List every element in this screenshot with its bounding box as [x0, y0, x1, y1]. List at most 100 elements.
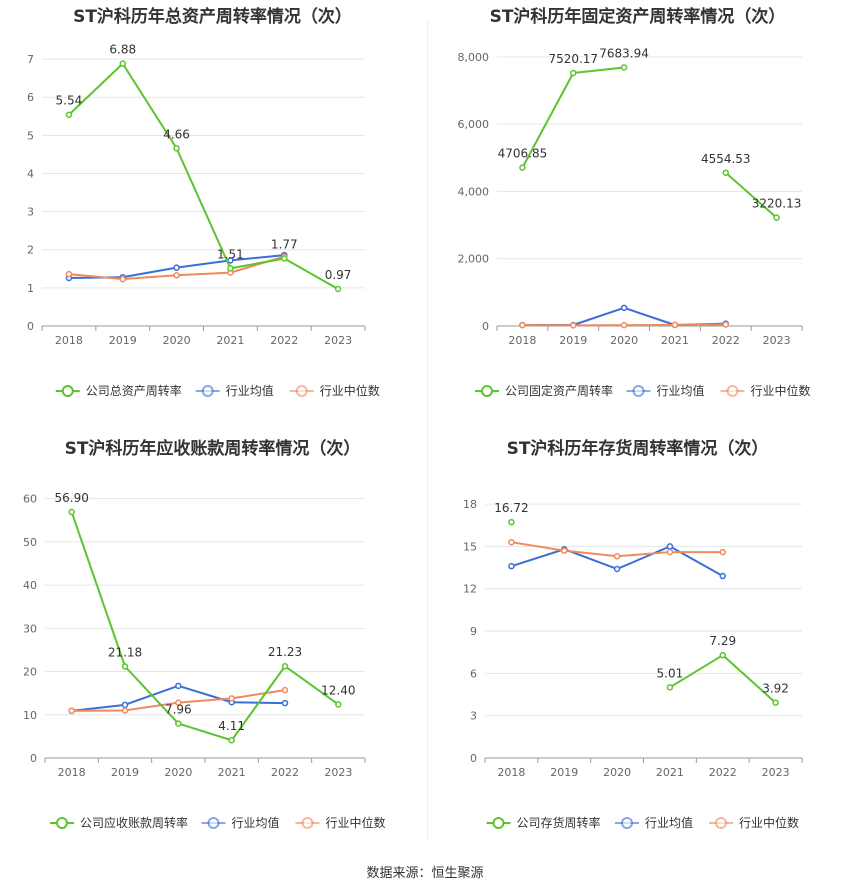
data-label: 21.18: [108, 645, 142, 659]
x-tick-label: 2021: [216, 334, 244, 347]
data-point: [570, 69, 577, 77]
data-point: [519, 321, 526, 329]
y-tick-label: 8,000: [458, 51, 490, 64]
data-label: 4706.85: [498, 147, 548, 161]
data-label: 7683.94: [599, 46, 649, 60]
data-point: [281, 699, 289, 707]
legend-item: 行业中位数: [295, 815, 386, 830]
legend-label: 行业中位数: [326, 815, 386, 830]
legend-item: 行业均值: [615, 815, 693, 830]
data-point: [65, 111, 73, 118]
data-point: [173, 145, 180, 152]
data-point: [613, 565, 621, 573]
data-point: [719, 548, 726, 556]
data-point: [175, 699, 182, 706]
series-line-segment: [67, 62, 124, 116]
series-line-segment: [510, 548, 566, 568]
data-label: 5.01: [657, 666, 684, 680]
x-tick-label: 2022: [712, 334, 740, 347]
data-point: [772, 699, 779, 706]
data-point: [227, 265, 234, 272]
legend-label: 行业中位数: [320, 383, 380, 398]
series-line-segment: [230, 689, 286, 700]
chart-total-asset-turnover: 0 1 2 3 4 5 6 7 2018 2019 2020 2021 2022 2023 5.54 6.88…: [27, 43, 380, 398]
x-tick-label: 2023: [763, 334, 791, 347]
y-tick-label: 7: [27, 53, 34, 66]
data-point: [519, 164, 526, 171]
x-tick-label: 2019: [109, 334, 137, 347]
series-line-segment: [572, 66, 626, 74]
series-line-segment: [724, 171, 778, 219]
data-point: [508, 518, 515, 526]
legend-swatch-marker: [632, 385, 645, 397]
x-tick-label: 2020: [603, 766, 631, 779]
series-line-segment: [229, 257, 286, 270]
y-tick-label: 6,000: [458, 118, 490, 131]
data-point: [620, 304, 628, 312]
data-point: [773, 214, 780, 221]
series-line-segment: [668, 545, 724, 578]
y-tick-label: 18: [463, 498, 477, 511]
y-tick-label: 0: [30, 752, 37, 765]
legend-swatch-marker: [715, 817, 727, 829]
data-label: 21.23: [268, 645, 302, 659]
chart-panel-receivables-turnover: ST沪科历年应收账款周转率情况（次） 0 10 20 30 40 50 60 2018 2019…: [0, 432, 425, 864]
data-label: 1.51: [217, 247, 244, 261]
series-line-segment: [229, 254, 286, 262]
series-line-segment: [721, 654, 777, 704]
x-tick-label: 2021: [656, 766, 684, 779]
x-tick-label: 2020: [610, 334, 638, 347]
legend-label: 行业均值: [657, 383, 705, 398]
legend-item: 公司总资产周转率: [55, 383, 182, 398]
data-point: [281, 662, 289, 670]
x-tick-label: 2018: [55, 334, 83, 347]
x-tick-label: 2023: [762, 766, 790, 779]
y-tick-label: 2,000: [458, 253, 490, 266]
data-point: [173, 272, 180, 279]
legend-label: 行业中位数: [739, 815, 799, 830]
data-point: [722, 169, 729, 177]
legend-swatch-marker: [201, 385, 214, 397]
legend-swatch-marker: [56, 817, 68, 829]
legend-label: 行业均值: [232, 815, 280, 830]
data-point: [666, 548, 674, 556]
y-tick-label: 30: [23, 622, 37, 635]
legend-label: 公司固定资产周转率: [505, 383, 613, 398]
y-tick-label: 4: [27, 167, 34, 180]
data-label: 0.97: [325, 268, 352, 282]
data-label: 16.72: [494, 501, 528, 515]
data-point: [508, 538, 515, 546]
series-line-segment: [70, 511, 126, 668]
x-tick-label: 2021: [218, 766, 246, 779]
chart-inventory-turnover: 0 3 6 9 12 15 18 2018 2019 2020 2021 2022 2023 16.72 5…: [463, 498, 803, 830]
data-point: [719, 572, 726, 580]
legend-item: 公司存货周转率: [486, 815, 601, 830]
y-tick-label: 3: [470, 710, 477, 723]
legend-item: 行业中位数: [289, 383, 380, 398]
data-point: [68, 707, 75, 715]
series-line-segment: [121, 274, 178, 281]
chart-title: ST沪科历年应收账款周转率情况（次）: [64, 439, 361, 459]
series-line-segment: [283, 257, 340, 291]
x-tick-label: 2020: [163, 334, 191, 347]
series-line-segment: [521, 71, 575, 169]
x-tick-label: 2018: [497, 766, 525, 779]
data-point: [666, 543, 674, 550]
y-tick-label: 12: [463, 583, 477, 596]
data-point: [334, 285, 342, 293]
y-tick-label: 0: [27, 320, 34, 333]
y-tick-label: 20: [23, 666, 37, 679]
series-line-segment: [175, 271, 232, 277]
y-tick-label: 4,000: [458, 185, 490, 198]
data-point: [175, 682, 182, 690]
data-label: 3220.13: [752, 197, 802, 211]
data-point: [666, 684, 674, 691]
y-tick-label: 5: [27, 129, 34, 142]
x-tick-label: 2022: [709, 766, 737, 779]
legend-label: 公司总资产周转率: [86, 383, 182, 398]
legend-swatch-marker: [621, 817, 633, 829]
series-line-segment: [124, 665, 180, 725]
x-tick-label: 2023: [324, 334, 352, 347]
data-point: [281, 255, 288, 262]
x-tick-label: 2022: [270, 334, 298, 347]
